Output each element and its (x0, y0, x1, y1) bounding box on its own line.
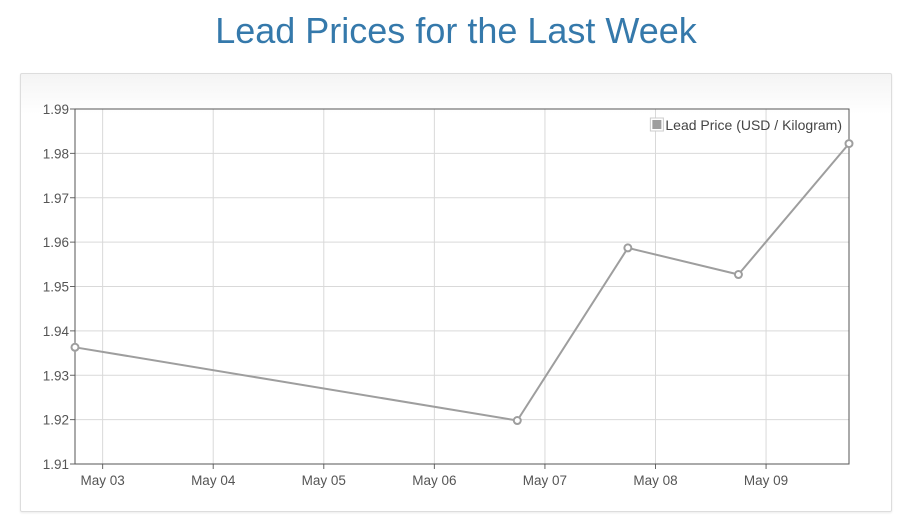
series-layer (70, 139, 854, 426)
y-tick-label: 1.92 (43, 413, 69, 428)
y-tick-label: 1.93 (43, 368, 69, 383)
y-tick-label: 1.95 (43, 280, 69, 295)
data-point[interactable] (512, 416, 522, 426)
x-tick-label: May 09 (744, 473, 788, 488)
x-tick-label: May 05 (302, 473, 346, 488)
y-tick-label: 1.94 (43, 324, 70, 339)
legend-swatch (652, 120, 662, 129)
data-point[interactable] (623, 243, 633, 253)
plot-frame (74, 108, 850, 465)
line-chart: 1.91 1.92 1.93 1.94 1.95 1.96 1.97 1.98 1.99 May … (43, 102, 854, 488)
tick-labels: 1.91 1.92 1.93 1.94 1.95 1.96 1.97 1.98 1.99 May … (43, 102, 788, 488)
x-tick-label: May 04 (191, 473, 236, 488)
x-tick-label: May 06 (412, 473, 456, 488)
y-tick-label: 1.98 (43, 146, 69, 161)
y-tick-label: 1.91 (43, 457, 69, 472)
y-tick-label: 1.96 (43, 235, 69, 250)
chart-panel: 1.91 1.92 1.93 1.94 1.95 1.96 1.97 1.98 1.99 May … (20, 73, 892, 512)
data-point[interactable] (70, 342, 80, 352)
data-point[interactable] (733, 270, 743, 280)
x-tick-label: May 03 (81, 473, 125, 488)
x-tick-label: May 08 (633, 473, 677, 488)
page-title: Lead Prices for the Last Week (215, 10, 697, 51)
grid-lines (75, 108, 849, 464)
y-tick-label: 1.97 (43, 191, 69, 206)
legend: Lead Price (USD / Kilogram) (649, 117, 842, 133)
axes (70, 108, 850, 469)
y-tick-label: 1.99 (43, 102, 69, 117)
x-tick-label: May 07 (523, 473, 567, 488)
data-point[interactable] (844, 139, 854, 149)
series-line (74, 142, 850, 422)
legend-label: Lead Price (USD / Kilogram) (665, 117, 842, 133)
